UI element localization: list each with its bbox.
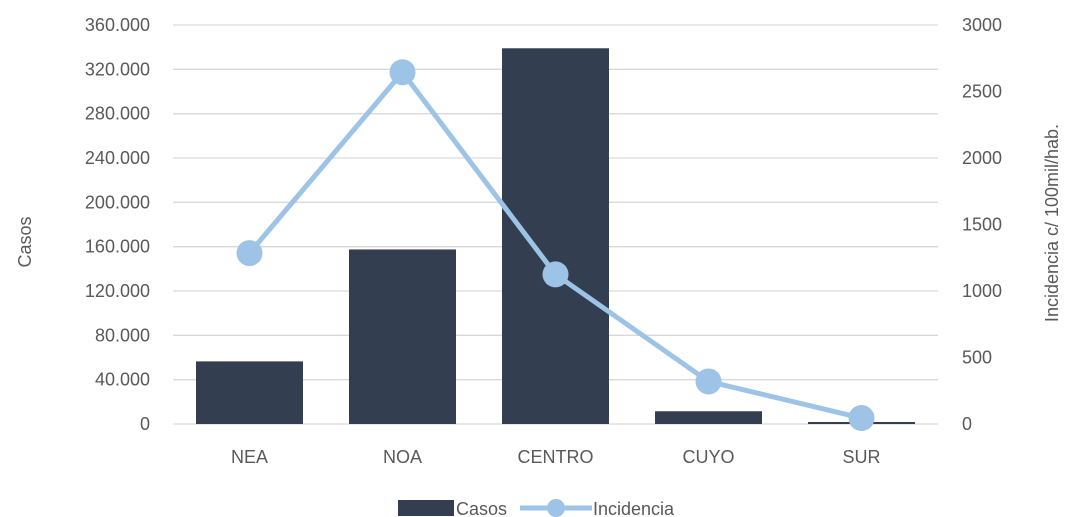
right-axis-tick-label: 500 bbox=[962, 348, 992, 368]
category-tick-label: NEA bbox=[231, 447, 268, 467]
legend: Casos Incidencia bbox=[398, 499, 675, 517]
right-axis-label: Incidencia c/ 100mil/hab. bbox=[1042, 124, 1062, 322]
left-axis-tick-label: 40.000 bbox=[95, 370, 150, 390]
right-axis-tick-label: 1000 bbox=[962, 281, 1002, 301]
left-axis-ticks: 0 40.000 80.000 120.000 160.000 200.000 240.00… bbox=[85, 15, 150, 434]
category-tick-label: SUR bbox=[842, 447, 880, 467]
category-tick-label: NOA bbox=[383, 447, 422, 467]
left-axis-tick-label: 160.000 bbox=[85, 237, 150, 257]
bar-casos bbox=[502, 48, 609, 425]
line-series-incidencia bbox=[236, 59, 875, 432]
right-axis-tick-label: 0 bbox=[962, 414, 972, 434]
point-incidencia bbox=[389, 59, 416, 86]
right-axis-ticks: 0 500 1000 1500 2000 2500 3000 bbox=[962, 15, 1002, 434]
right-axis-tick-label: 2000 bbox=[962, 148, 1002, 168]
left-axis-label: Casos bbox=[15, 216, 35, 267]
bar-casos bbox=[196, 361, 303, 424]
category-tick-label: CENTRO bbox=[518, 447, 594, 467]
category-tick-label: CUYO bbox=[682, 447, 734, 467]
left-axis-tick-label: 0 bbox=[140, 414, 150, 434]
legend-swatch-incidencia-marker bbox=[547, 499, 565, 517]
bar-series-casos bbox=[196, 48, 915, 425]
left-axis-tick-label: 80.000 bbox=[95, 325, 150, 345]
point-incidencia bbox=[848, 405, 875, 432]
point-incidencia bbox=[542, 261, 569, 288]
legend-swatch-casos bbox=[398, 500, 454, 516]
point-incidencia bbox=[695, 368, 722, 395]
left-axis-tick-label: 360.000 bbox=[85, 15, 150, 35]
legend-label-incidencia: Incidencia bbox=[593, 499, 675, 517]
left-axis-tick-label: 240.000 bbox=[85, 148, 150, 168]
bar-casos bbox=[349, 249, 456, 424]
left-axis-tick-label: 280.000 bbox=[85, 104, 150, 124]
left-axis-tick-label: 320.000 bbox=[85, 59, 150, 79]
category-axis-ticks: NEA NOA CENTRO CUYO SUR bbox=[231, 447, 881, 467]
right-axis-tick-label: 3000 bbox=[962, 15, 1002, 35]
legend-label-casos: Casos bbox=[456, 499, 507, 517]
bar-casos bbox=[655, 411, 762, 424]
right-axis-tick-label: 2500 bbox=[962, 82, 1002, 102]
left-axis-tick-label: 120.000 bbox=[85, 281, 150, 301]
point-incidencia bbox=[236, 240, 263, 267]
left-axis-tick-label: 200.000 bbox=[85, 192, 150, 212]
right-axis-tick-label: 1500 bbox=[962, 215, 1002, 235]
